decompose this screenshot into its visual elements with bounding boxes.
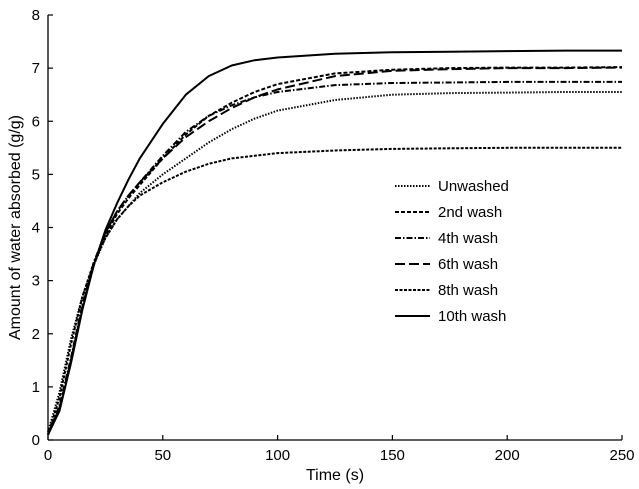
x-tick-label: 150 xyxy=(380,447,405,464)
y-axis-title: Amount of water absorbed (g/g) xyxy=(7,115,24,340)
legend-label-2: 2nd wash xyxy=(438,204,502,221)
y-tick-label: 2 xyxy=(32,326,40,343)
legend-label-4: 6th wash xyxy=(438,256,498,273)
x-tick-label: 0 xyxy=(44,447,52,464)
x-ticks: 0 50 100 150 200 250 xyxy=(44,435,635,464)
y-tick-label: 6 xyxy=(32,113,40,130)
x-tick-label: 50 xyxy=(154,447,171,464)
y-tick-label: 0 xyxy=(32,432,40,449)
legend-label-5: 8th wash xyxy=(438,282,498,299)
series-lines xyxy=(47,49,623,436)
y-tick-label: 5 xyxy=(32,166,40,183)
x-tick-label: 250 xyxy=(609,447,634,464)
series-line-5 xyxy=(47,146,622,435)
series-line-6 xyxy=(47,49,622,436)
y-ticks: 0 1 2 3 4 5 6 7 8 xyxy=(32,7,53,449)
y-tick-label: 8 xyxy=(32,7,40,24)
y-tick-label: 4 xyxy=(32,220,40,237)
legend-label-3: 4th wash xyxy=(438,230,498,247)
y-tick-label: 1 xyxy=(32,379,40,396)
legend: Unwashed 2nd wash 4th wash 6th wash 8th wash… xyxy=(395,178,509,325)
x-tick-label: 100 xyxy=(265,447,290,464)
y-tick-label: 7 xyxy=(32,60,40,77)
legend-label-1: Unwashed xyxy=(438,178,509,195)
x-axis-title: Time (s) xyxy=(306,467,364,484)
series-line-3 xyxy=(47,80,622,436)
series-line-4 xyxy=(47,66,623,436)
axes xyxy=(47,15,622,441)
series-line-2 xyxy=(47,66,623,436)
y-tick-label: 3 xyxy=(32,273,40,290)
legend-label-6: 10th wash xyxy=(438,308,506,325)
series-line-1 xyxy=(47,91,622,433)
x-tick-label: 200 xyxy=(495,447,520,464)
